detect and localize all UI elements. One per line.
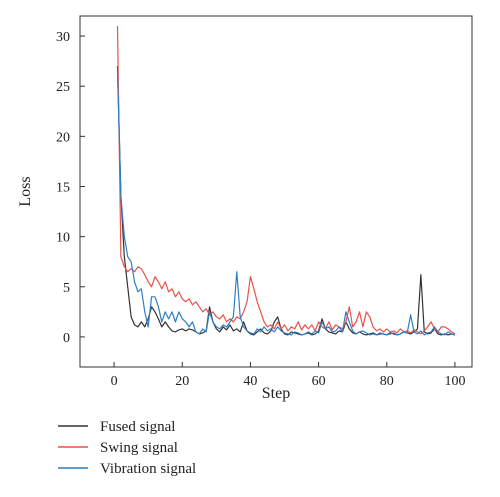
x-tick-label: 80 xyxy=(380,374,394,389)
x-tick-label: 60 xyxy=(312,374,326,389)
y-tick-label: 10 xyxy=(56,231,70,246)
plot-frame xyxy=(79,15,473,368)
y-tick-label: 5 xyxy=(63,281,70,296)
y-tick-label: 0 xyxy=(63,331,70,346)
legend: Fused signal Swing signal Vibration signal xyxy=(58,419,196,477)
y-tick-label: 25 xyxy=(56,80,70,95)
series-line-vibration-signal xyxy=(116,71,456,336)
x-tick-label: 0 xyxy=(111,374,118,389)
x-tick-label: 40 xyxy=(243,374,257,389)
x-axis-label: Step xyxy=(262,385,290,402)
y-tick-label: 20 xyxy=(56,130,70,145)
series-line-fused-signal xyxy=(116,66,456,336)
series-line-swing-signal xyxy=(116,26,456,335)
series-layer xyxy=(116,26,456,336)
x-tick-label: 100 xyxy=(444,374,465,389)
axes-layer: 0 20 40 60 80 100 0 5 10 15 20 25 30 xyxy=(56,30,465,389)
legend-label-vibration-signal: Vibration signal xyxy=(100,461,196,477)
x-tick-label: 20 xyxy=(175,374,189,389)
plot-area xyxy=(79,15,473,368)
y-axis-label: Loss xyxy=(17,176,34,206)
y-tick-label: 15 xyxy=(56,180,70,195)
y-tick-label: 30 xyxy=(56,30,70,45)
legend-label-fused-signal: Fused signal xyxy=(100,419,175,435)
legend-label-swing-signal: Swing signal xyxy=(100,440,178,456)
